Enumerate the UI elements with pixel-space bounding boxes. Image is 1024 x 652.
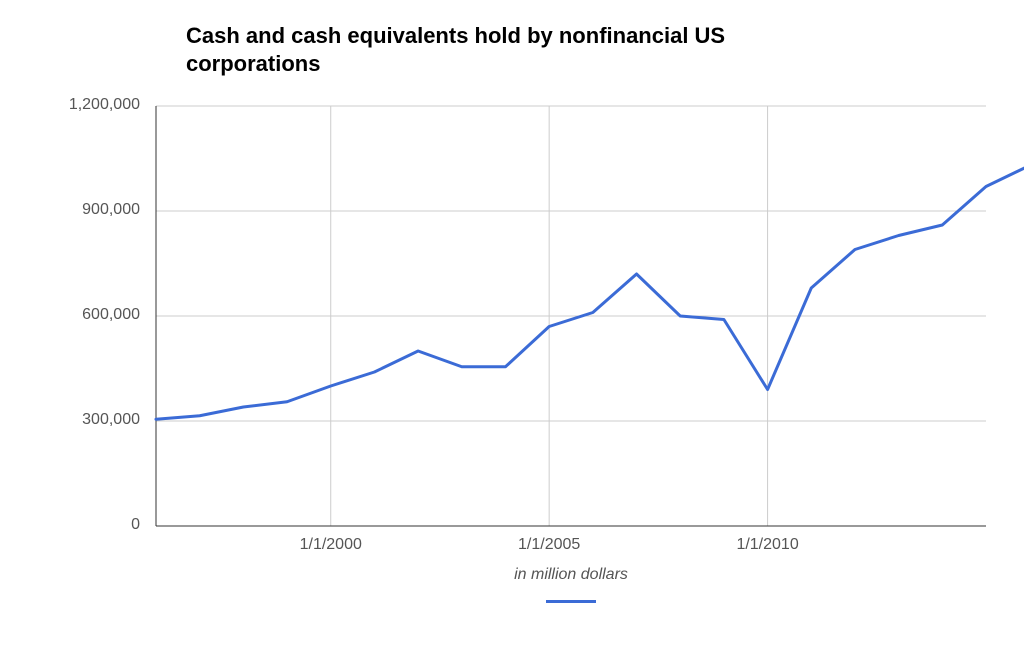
- legend-swatch: [546, 600, 596, 603]
- x-tick-label: 1/1/2010: [736, 536, 798, 554]
- y-tick-label: 600,000: [0, 306, 140, 324]
- series-line: [156, 166, 1024, 420]
- x-tick-label: 1/1/2000: [300, 536, 362, 554]
- y-tick-label: 1,200,000: [0, 96, 140, 114]
- y-tick-label: 300,000: [0, 411, 140, 429]
- x-axis-caption: in million dollars: [514, 566, 628, 584]
- chart-title: Cash and cash equivalents hold by nonfin…: [186, 22, 826, 77]
- chart-container: Cash and cash equivalents hold by nonfin…: [0, 0, 1024, 652]
- x-tick-label: 1/1/2005: [518, 536, 580, 554]
- chart-plot-area: [156, 106, 986, 526]
- y-tick-label: 0: [0, 516, 140, 534]
- chart-gridlines: [156, 106, 986, 526]
- chart-series: [156, 166, 1024, 420]
- y-tick-label: 900,000: [0, 201, 140, 219]
